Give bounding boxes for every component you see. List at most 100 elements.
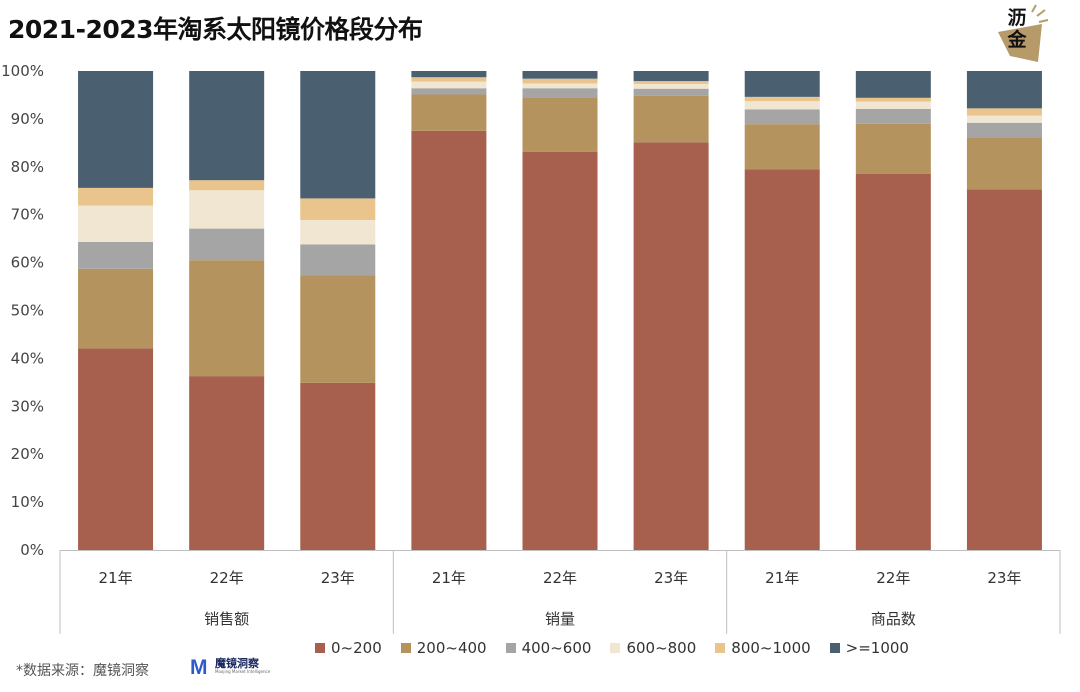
brand-subtitle: Moojing Market Intelligence — [215, 669, 271, 674]
logo-shape — [998, 24, 1042, 62]
y-tick-label: 30% — [11, 397, 44, 415]
legend-swatch — [610, 643, 621, 653]
bar-segment — [189, 71, 265, 181]
x-group-label: 商品数 — [871, 610, 916, 628]
y-tick-label: 100% — [1, 62, 44, 80]
bar-segment — [411, 88, 487, 95]
bar-segment — [744, 124, 820, 170]
bar-segment — [189, 260, 265, 377]
x-category-label: 23年 — [987, 569, 1021, 587]
x-category-label: 22年 — [876, 569, 910, 587]
bar-segment — [78, 71, 154, 188]
y-tick-label: 60% — [11, 254, 44, 272]
legend-swatch — [829, 643, 840, 653]
bar-segment — [633, 83, 709, 89]
chart-title: 2021-2023年淘系太阳镜价格段分布 — [8, 15, 423, 44]
bar-segment — [189, 190, 265, 229]
logo-icon — [998, 4, 1049, 62]
bar-segment — [744, 109, 820, 125]
legend-item: 600~800 — [610, 639, 696, 657]
bar-segment — [78, 205, 154, 242]
bar-segment — [522, 78, 598, 84]
bar-segment — [966, 108, 1042, 116]
legend-item: 200~400 — [400, 639, 487, 657]
bar-segment — [78, 268, 154, 349]
bar-segment — [744, 169, 820, 550]
bar-segment — [411, 81, 487, 89]
legend-label: 400~600 — [521, 639, 592, 657]
legend: 0~200 200~400 400~600 600~800 800~1000 >=1000 — [315, 638, 928, 658]
bar-segment — [411, 71, 487, 78]
y-tick-label: 0% — [20, 541, 44, 559]
bar-segment — [855, 101, 931, 109]
bar-segment — [522, 97, 598, 152]
y-tick-label: 90% — [11, 110, 44, 128]
brand-m-icon: M — [190, 656, 208, 676]
bar-segment — [522, 88, 598, 98]
brand-letter: M — [190, 656, 208, 676]
bar-segment — [966, 71, 1042, 109]
bar-segment — [78, 242, 154, 269]
legend-label: 0~200 — [331, 639, 382, 657]
bar-segment — [966, 137, 1042, 190]
x-category-label: 21年 — [765, 569, 799, 587]
bar-segment — [744, 101, 820, 110]
bar-segment — [633, 81, 709, 84]
brand-logo: M 魔镜洞察 Moojing Market Intelligence — [190, 656, 270, 676]
bar-segment — [744, 96, 820, 102]
legend-swatch — [315, 643, 325, 653]
bar-segment — [300, 198, 376, 220]
legend-item: 0~200 — [315, 639, 382, 657]
bar-segment — [633, 142, 709, 550]
x-category-label: 22年 — [543, 569, 577, 587]
legend-item: >=1000 — [829, 639, 909, 657]
legend-label: 200~400 — [416, 639, 487, 657]
bar-segment — [633, 95, 709, 143]
bar-segment — [855, 97, 931, 102]
bar-segment — [300, 244, 376, 276]
legend-label: >=1000 — [845, 639, 909, 657]
bar-segment — [522, 151, 598, 550]
y-tick-label: 70% — [11, 206, 44, 224]
bar-segment — [633, 71, 709, 82]
y-tick-label: 10% — [11, 493, 44, 511]
bar-segment — [744, 71, 820, 97]
x-group-label: 销售额 — [204, 610, 249, 628]
source-note: *数据来源：魔镜洞察 — [16, 663, 149, 679]
bar-segment — [189, 376, 265, 550]
bar-segment — [855, 71, 931, 98]
legend-item: 400~600 — [505, 639, 592, 657]
bar-segment — [855, 108, 931, 124]
bar-segment — [300, 275, 376, 383]
bar-segment — [855, 173, 931, 551]
bar-segment — [522, 71, 598, 79]
y-tick-label: 20% — [11, 445, 44, 463]
legend-item: 800~1000 — [715, 639, 811, 657]
brand-name: 魔镜洞察 — [215, 657, 259, 670]
bar-segment — [522, 83, 598, 89]
x-category-label: 22年 — [210, 569, 244, 587]
y-tick-label: 40% — [11, 349, 44, 367]
legend-swatch — [505, 643, 516, 653]
legend-label: 600~800 — [626, 639, 697, 657]
bar-segment — [411, 94, 487, 131]
legend-swatch — [400, 643, 411, 653]
legend-swatch — [715, 643, 726, 653]
bar-segment — [411, 77, 487, 82]
legend-label: 800~1000 — [731, 639, 811, 657]
bar-segment — [966, 122, 1042, 138]
bar-segment — [300, 382, 376, 550]
x-category-label: 23年 — [654, 569, 688, 587]
bar-segment — [411, 130, 487, 551]
x-category-label: 21年 — [99, 569, 133, 587]
x-group-label: 销量 — [545, 610, 575, 628]
y-tick-label: 80% — [11, 158, 44, 176]
logo-text: 沥金 — [1007, 7, 1027, 51]
bar-segment — [855, 123, 931, 174]
y-tick-label: 50% — [11, 302, 44, 320]
stacked-bar-chart: 0% 10% 20% 30% 40% 50% 60% 70% 80% 90% 100% 21年 22年 2… — [1, 62, 1061, 634]
bar-segment — [966, 189, 1042, 550]
bar-segment — [78, 187, 154, 206]
bar-segment — [633, 88, 709, 96]
x-category-label: 21年 — [432, 569, 466, 587]
